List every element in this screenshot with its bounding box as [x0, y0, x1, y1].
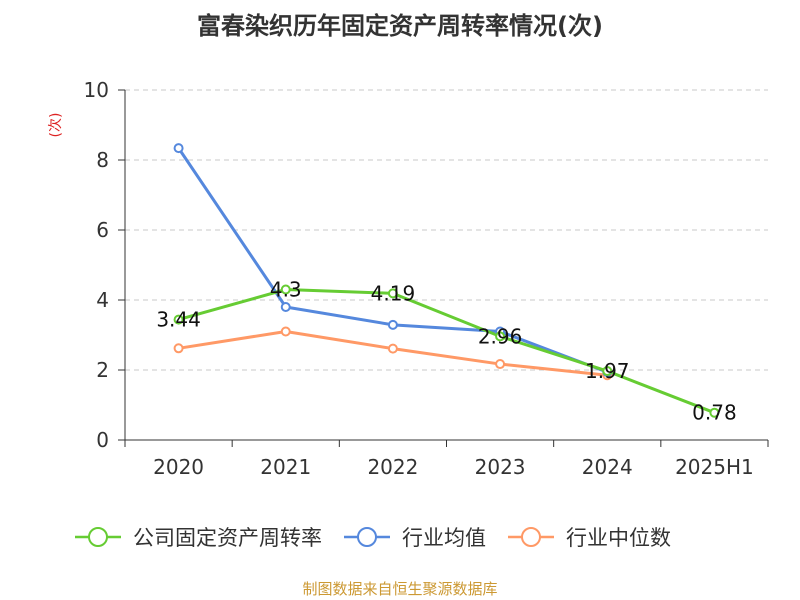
data-point: [280, 284, 291, 295]
data-label: 4.3: [270, 278, 302, 302]
data-point: [173, 143, 184, 154]
y-tick-label: 4: [96, 288, 109, 312]
x-tick-label: 2022: [367, 455, 418, 479]
x-tick-label: 2023: [475, 455, 526, 479]
series-line: [178, 288, 715, 415]
y-tick-label: 8: [96, 148, 109, 172]
data-point: [387, 319, 398, 330]
data-point: [709, 407, 720, 418]
data-label: 2.96: [478, 324, 523, 348]
data-point: [280, 326, 291, 337]
chart-source: 制图数据来自恒生聚源数据库: [302, 580, 498, 598]
data-point: [602, 366, 613, 377]
data-label: 1.97: [585, 359, 630, 383]
y-tick-label: 10: [84, 78, 109, 102]
data-point: [280, 302, 291, 312]
data-point: [495, 331, 506, 342]
legend-label: 公司固定资产周转率: [133, 526, 322, 550]
data-point: [173, 314, 184, 325]
y-tick-label: 2: [96, 358, 109, 382]
data-label: 0.78: [692, 401, 737, 425]
data-point: [173, 343, 184, 354]
legend-marker: [357, 527, 377, 547]
y-tick-label: 6: [96, 218, 109, 242]
y-tick-label: 0: [96, 428, 109, 452]
legend-marker: [88, 527, 108, 547]
y-axis-label: (次): [48, 113, 64, 138]
legend-label: 行业中位数: [566, 526, 671, 550]
data-point: [495, 359, 506, 370]
chart-title: 富春染织历年固定资产周转率情况(次): [197, 12, 603, 40]
data-label: 3.44: [156, 308, 201, 332]
data-label: 4.19: [371, 281, 416, 305]
x-tick-label: 2025H1: [675, 455, 754, 479]
x-tick-label: 2024: [582, 455, 633, 479]
legend-marker: [521, 527, 541, 547]
legend-label: 行业均值: [402, 526, 486, 550]
data-point: [387, 288, 398, 299]
x-tick-label: 2021: [260, 455, 311, 479]
x-tick-label: 2020: [153, 455, 204, 479]
data-point: [387, 343, 398, 354]
